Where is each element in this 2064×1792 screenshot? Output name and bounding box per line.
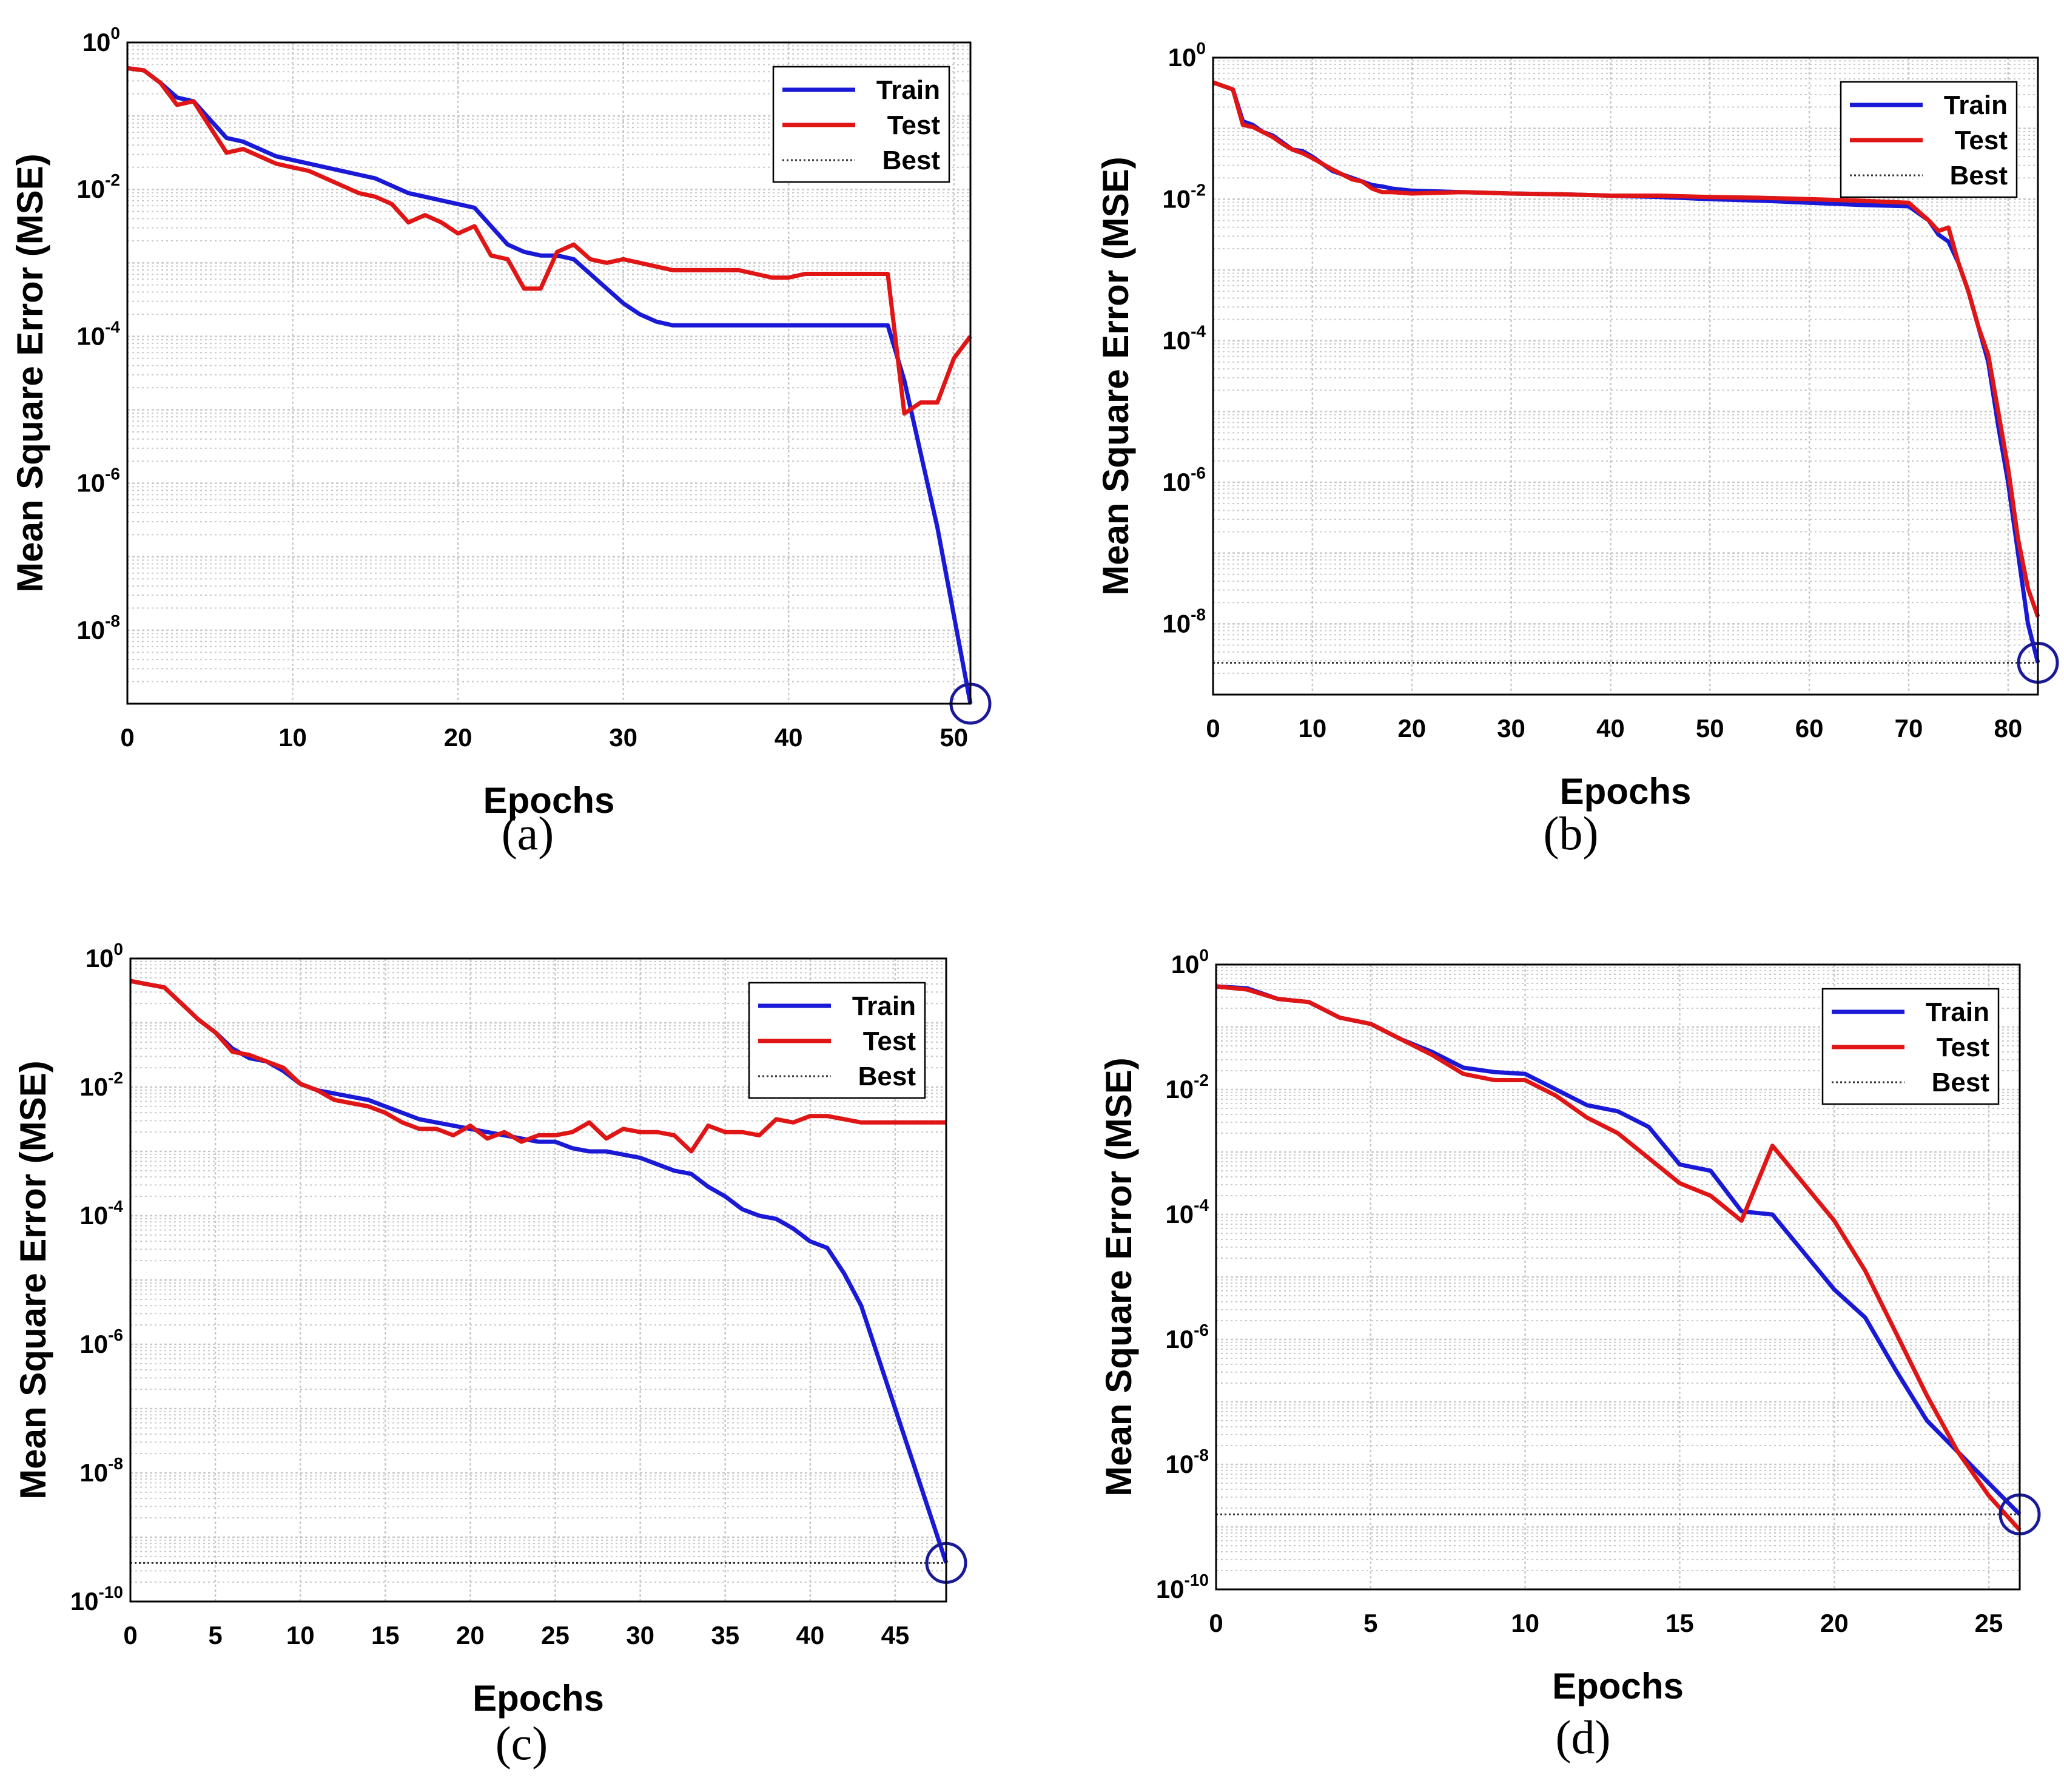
y-tick-label: 10-2 [1162, 180, 1206, 213]
x-tick-label: 60 [1795, 714, 1824, 743]
legend-label-test: Test [887, 110, 941, 140]
x-tick-label: 0 [123, 1621, 137, 1649]
x-tick-label: 30 [626, 1621, 654, 1649]
x-tick-label: 20 [1820, 1609, 1849, 1637]
x-tick-label: 80 [1994, 714, 2022, 743]
panel-caption: (d) [1556, 1711, 1611, 1763]
y-tick-label: 10-8 [76, 611, 120, 644]
x-tick-label: 40 [796, 1621, 824, 1649]
x-tick-label: 35 [711, 1621, 739, 1649]
x-tick-label: 50 [1696, 714, 1724, 743]
legend-label-best: Best [858, 1062, 916, 1091]
series-test-line [130, 979, 946, 1154]
legend-label-best: Best [1932, 1068, 1990, 1097]
y-tick-label: 10-4 [76, 317, 120, 350]
y-tick-label: 100 [1171, 946, 1209, 979]
x-tick-label: 10 [1511, 1609, 1539, 1637]
x-tick-label: 25 [541, 1621, 570, 1649]
x-tick-label: 15 [1666, 1609, 1694, 1637]
x-tick-label: 10 [278, 723, 307, 752]
y-tick-label: 10-8 [1162, 605, 1206, 638]
x-tick-label: 70 [1895, 714, 1923, 743]
panel-b: 0 10 20 30 40 50 60 70 80 100 10-2 10-4 10-6 10-8 Epoc… [1095, 39, 2059, 860]
axes-frame [126, 41, 972, 705]
series-test-line [1212, 80, 2040, 618]
y-tick-label: 100 [82, 24, 120, 56]
x-tick-label: 25 [1975, 1609, 2003, 1637]
y-tick-label: 10-2 [79, 1068, 123, 1101]
y-tick-label: 10-4 [79, 1197, 123, 1230]
x-tick-label: 50 [940, 723, 968, 752]
y-axis-label: Mean Square Error (MSE) [13, 1060, 53, 1500]
y-tick-label: 100 [1168, 39, 1206, 72]
x-tick-label: 0 [1206, 714, 1220, 743]
legend-label-train: Train [1944, 90, 2008, 120]
x-tick-label: 45 [881, 1621, 910, 1649]
panel-caption: (a) [502, 807, 554, 860]
x-tick-label: 10 [1298, 714, 1326, 743]
legend-label-test: Test [1955, 126, 2008, 155]
x-axis-label: Epochs [472, 1678, 604, 1719]
series-train-line [127, 66, 973, 704]
y-tick-label: 10-2 [76, 170, 120, 203]
panel-caption: (c) [496, 1717, 548, 1770]
legend-label-test: Test [863, 1026, 916, 1056]
y-tick-label: 10-6 [79, 1325, 123, 1358]
axes-frame [1212, 56, 2039, 696]
legend-label-test: Test [1937, 1032, 1990, 1062]
y-tick-label: 10-6 [1162, 463, 1206, 496]
y-axis-label: Mean Square Error (MSE) [1098, 1057, 1139, 1497]
y-tick-label: 10-4 [1165, 1196, 1209, 1228]
y-tick-label: 10-6 [1165, 1321, 1209, 1353]
x-tick-label: 20 [456, 1621, 485, 1649]
series-test-line [1215, 984, 2022, 1532]
x-tick-label: 20 [1397, 714, 1426, 743]
legend-label-train: Train [1926, 997, 1989, 1027]
panel-a: 0 10 20 30 40 50 100 10-2 10-4 10-6 10-8 Epochs Mean… [10, 24, 992, 860]
x-tick-label: 40 [1596, 714, 1625, 743]
x-tick-label: 40 [775, 723, 803, 752]
y-axis-label: Mean Square Error (MSE) [10, 153, 50, 593]
x-tick-label: 15 [371, 1621, 400, 1649]
y-axis-label: Mean Square Error (MSE) [1095, 157, 1136, 596]
panel-caption: (b) [1544, 807, 1599, 860]
y-tick-label: 10-8 [1165, 1446, 1209, 1478]
x-tick-label: 30 [1497, 714, 1525, 743]
panel-d: 0 5 10 15 20 25 100 10-2 10-4 10-6 10-8 10-10 Epochs… [1098, 946, 2041, 1763]
y-tick-label: 10-2 [1165, 1071, 1209, 1103]
x-axis-label: Epochs [1552, 1666, 1684, 1706]
x-axis-label: Epochs [483, 780, 615, 821]
x-axis-label: Epochs [1560, 771, 1692, 812]
x-tick-label: 5 [208, 1621, 222, 1649]
x-tick-label: 0 [1209, 1609, 1223, 1637]
panel-c: 0 5 10 15 20 25 30 35 40 45 100 10-2 10-4 10-6 10-8 10-… [13, 940, 967, 1770]
legend-label-best: Best [882, 146, 941, 175]
y-tick-label: 10-10 [1156, 1571, 1209, 1603]
x-tick-label: 10 [286, 1621, 315, 1649]
y-tick-label: 10-10 [70, 1583, 123, 1615]
x-tick-label: 20 [444, 723, 472, 752]
axes-frame [129, 957, 947, 1603]
y-tick-label: 100 [86, 940, 123, 972]
y-tick-label: 10-8 [79, 1454, 123, 1487]
series-test-line [127, 66, 972, 416]
y-tick-label: 10-6 [76, 465, 120, 497]
legend-label-train: Train [876, 75, 940, 105]
x-tick-label: 30 [609, 723, 637, 752]
axes-frame [1215, 963, 2021, 1591]
y-tick-label: 10-4 [1162, 322, 1206, 355]
legend-label-best: Best [1950, 161, 2008, 190]
x-tick-label: 0 [120, 723, 134, 752]
legend-label-train: Train [852, 991, 916, 1021]
x-tick-label: 5 [1363, 1609, 1377, 1637]
